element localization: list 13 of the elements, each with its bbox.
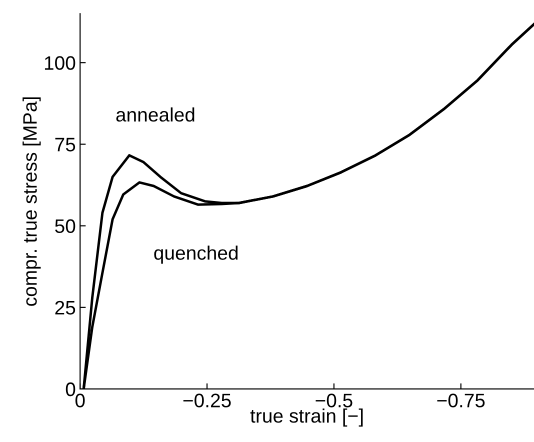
text: quenched [154,246,238,264]
y-tick-label: 50 [55,219,76,234]
x-axis-title: true strain [−] [250,408,363,427]
x-tick-label: −0.75 [437,394,485,408]
y-tick-label: 0 [66,382,76,396]
y-tick-label: 25 [55,300,76,315]
x-tick-label: −0.25 [183,394,231,408]
y-axis-title: compr. true stress [MPa] [22,97,41,306]
y-tick-label: 75 [55,138,76,152]
series-label: annealed [116,107,194,122]
x-tick-label: 0 [75,394,85,408]
x-tick-label: −0.5 [316,394,352,408]
y-tick-label: 100 [44,56,76,70]
